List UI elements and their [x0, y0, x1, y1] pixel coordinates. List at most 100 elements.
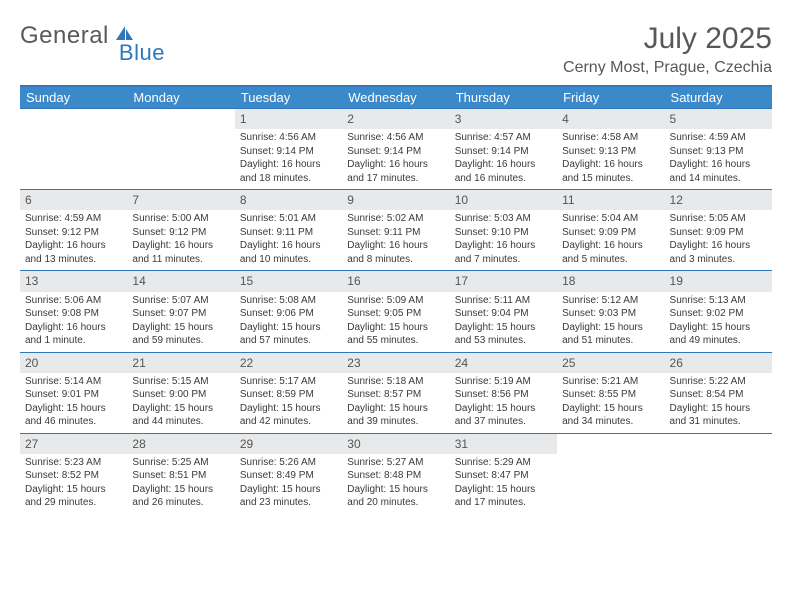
calendar-day-cell: [127, 109, 234, 190]
calendar-day-cell: 14Sunrise: 5:07 AMSunset: 9:07 PMDayligh…: [127, 271, 234, 352]
calendar-day-cell: 7Sunrise: 5:00 AMSunset: 9:12 PMDaylight…: [127, 190, 234, 271]
day-details: Sunrise: 4:56 AMSunset: 9:14 PMDaylight:…: [235, 129, 342, 189]
day-details: Sunrise: 4:57 AMSunset: 9:14 PMDaylight:…: [450, 129, 557, 189]
day-number: 30: [342, 434, 449, 454]
day-number: 14: [127, 271, 234, 291]
day-header-row: SundayMondayTuesdayWednesdayThursdayFrid…: [20, 86, 772, 109]
calendar-day-cell: 30Sunrise: 5:27 AMSunset: 8:48 PMDayligh…: [342, 433, 449, 514]
day-details: Sunrise: 5:07 AMSunset: 9:07 PMDaylight:…: [127, 292, 234, 352]
day-details: Sunrise: 5:08 AMSunset: 9:06 PMDaylight:…: [235, 292, 342, 352]
calendar-day-cell: 1Sunrise: 4:56 AMSunset: 9:14 PMDaylight…: [235, 109, 342, 190]
calendar-day-cell: 15Sunrise: 5:08 AMSunset: 9:06 PMDayligh…: [235, 271, 342, 352]
day-details: Sunrise: 5:17 AMSunset: 8:59 PMDaylight:…: [235, 373, 342, 433]
calendar-day-cell: 2Sunrise: 4:56 AMSunset: 9:14 PMDaylight…: [342, 109, 449, 190]
calendar-week-row: 1Sunrise: 4:56 AMSunset: 9:14 PMDaylight…: [20, 109, 772, 190]
calendar-day-cell: 6Sunrise: 4:59 AMSunset: 9:12 PMDaylight…: [20, 190, 127, 271]
calendar-table: SundayMondayTuesdayWednesdayThursdayFrid…: [20, 85, 772, 514]
calendar-day-cell: 17Sunrise: 5:11 AMSunset: 9:04 PMDayligh…: [450, 271, 557, 352]
day-details: Sunrise: 5:05 AMSunset: 9:09 PMDaylight:…: [665, 210, 772, 270]
location-label: Cerny Most, Prague, Czechia: [563, 59, 772, 77]
day-details: Sunrise: 4:59 AMSunset: 9:12 PMDaylight:…: [20, 210, 127, 270]
calendar-day-cell: 12Sunrise: 5:05 AMSunset: 9:09 PMDayligh…: [665, 190, 772, 271]
day-number: 6: [20, 190, 127, 210]
calendar-day-cell: 24Sunrise: 5:19 AMSunset: 8:56 PMDayligh…: [450, 352, 557, 433]
calendar-day-cell: 28Sunrise: 5:25 AMSunset: 8:51 PMDayligh…: [127, 433, 234, 514]
day-details: Sunrise: 5:18 AMSunset: 8:57 PMDaylight:…: [342, 373, 449, 433]
day-header: Sunday: [20, 86, 127, 109]
day-number: 12: [665, 190, 772, 210]
day-details: Sunrise: 5:22 AMSunset: 8:54 PMDaylight:…: [665, 373, 772, 433]
calendar-day-cell: 3Sunrise: 4:57 AMSunset: 9:14 PMDaylight…: [450, 109, 557, 190]
day-details: Sunrise: 5:14 AMSunset: 9:01 PMDaylight:…: [20, 373, 127, 433]
day-number: 19: [665, 271, 772, 291]
day-details: Sunrise: 5:29 AMSunset: 8:47 PMDaylight:…: [450, 454, 557, 514]
day-details: Sunrise: 5:04 AMSunset: 9:09 PMDaylight:…: [557, 210, 664, 270]
day-number: 7: [127, 190, 234, 210]
calendar-day-cell: 23Sunrise: 5:18 AMSunset: 8:57 PMDayligh…: [342, 352, 449, 433]
calendar-day-cell: 4Sunrise: 4:58 AMSunset: 9:13 PMDaylight…: [557, 109, 664, 190]
calendar-day-cell: [20, 109, 127, 190]
day-details: Sunrise: 5:09 AMSunset: 9:05 PMDaylight:…: [342, 292, 449, 352]
day-number: 22: [235, 353, 342, 373]
day-number: 29: [235, 434, 342, 454]
calendar-week-row: 13Sunrise: 5:06 AMSunset: 9:08 PMDayligh…: [20, 271, 772, 352]
page-header: General Blue July 2025 Cerny Most, Pragu…: [20, 22, 772, 77]
calendar-body: 1Sunrise: 4:56 AMSunset: 9:14 PMDaylight…: [20, 109, 772, 514]
day-number: 26: [665, 353, 772, 373]
day-number: 8: [235, 190, 342, 210]
day-details: Sunrise: 5:15 AMSunset: 9:00 PMDaylight:…: [127, 373, 234, 433]
day-number: 28: [127, 434, 234, 454]
calendar-day-cell: 20Sunrise: 5:14 AMSunset: 9:01 PMDayligh…: [20, 352, 127, 433]
calendar-week-row: 6Sunrise: 4:59 AMSunset: 9:12 PMDaylight…: [20, 190, 772, 271]
day-details: Sunrise: 5:26 AMSunset: 8:49 PMDaylight:…: [235, 454, 342, 514]
calendar-day-cell: 26Sunrise: 5:22 AMSunset: 8:54 PMDayligh…: [665, 352, 772, 433]
day-number: 15: [235, 271, 342, 291]
day-number: 25: [557, 353, 664, 373]
day-number: 9: [342, 190, 449, 210]
day-details: Sunrise: 5:02 AMSunset: 9:11 PMDaylight:…: [342, 210, 449, 270]
day-details: Sunrise: 5:06 AMSunset: 9:08 PMDaylight:…: [20, 292, 127, 352]
day-header: Saturday: [665, 86, 772, 109]
calendar-day-cell: 5Sunrise: 4:59 AMSunset: 9:13 PMDaylight…: [665, 109, 772, 190]
calendar-day-cell: 18Sunrise: 5:12 AMSunset: 9:03 PMDayligh…: [557, 271, 664, 352]
day-number: 5: [665, 109, 772, 129]
calendar-day-cell: 22Sunrise: 5:17 AMSunset: 8:59 PMDayligh…: [235, 352, 342, 433]
calendar-day-cell: [665, 433, 772, 514]
brand-logo: General Blue: [20, 22, 165, 66]
day-header: Thursday: [450, 86, 557, 109]
day-number: 4: [557, 109, 664, 129]
day-details: Sunrise: 5:03 AMSunset: 9:10 PMDaylight:…: [450, 210, 557, 270]
calendar-day-cell: 31Sunrise: 5:29 AMSunset: 8:47 PMDayligh…: [450, 433, 557, 514]
calendar-day-cell: 16Sunrise: 5:09 AMSunset: 9:05 PMDayligh…: [342, 271, 449, 352]
day-details: Sunrise: 4:58 AMSunset: 9:13 PMDaylight:…: [557, 129, 664, 189]
day-details: Sunrise: 4:56 AMSunset: 9:14 PMDaylight:…: [342, 129, 449, 189]
calendar-day-cell: 8Sunrise: 5:01 AMSunset: 9:11 PMDaylight…: [235, 190, 342, 271]
day-details: Sunrise: 5:13 AMSunset: 9:02 PMDaylight:…: [665, 292, 772, 352]
calendar-week-row: 27Sunrise: 5:23 AMSunset: 8:52 PMDayligh…: [20, 433, 772, 514]
day-number: 24: [450, 353, 557, 373]
calendar-day-cell: 10Sunrise: 5:03 AMSunset: 9:10 PMDayligh…: [450, 190, 557, 271]
day-number: 31: [450, 434, 557, 454]
day-details: Sunrise: 5:23 AMSunset: 8:52 PMDaylight:…: [20, 454, 127, 514]
day-number: 21: [127, 353, 234, 373]
day-details: Sunrise: 5:21 AMSunset: 8:55 PMDaylight:…: [557, 373, 664, 433]
day-details: Sunrise: 5:19 AMSunset: 8:56 PMDaylight:…: [450, 373, 557, 433]
day-number: 1: [235, 109, 342, 129]
day-header: Wednesday: [342, 86, 449, 109]
day-number: 2: [342, 109, 449, 129]
day-header: Monday: [127, 86, 234, 109]
day-details: Sunrise: 5:27 AMSunset: 8:48 PMDaylight:…: [342, 454, 449, 514]
day-details: Sunrise: 4:59 AMSunset: 9:13 PMDaylight:…: [665, 129, 772, 189]
day-details: Sunrise: 5:01 AMSunset: 9:11 PMDaylight:…: [235, 210, 342, 270]
day-header: Tuesday: [235, 86, 342, 109]
day-details: Sunrise: 5:00 AMSunset: 9:12 PMDaylight:…: [127, 210, 234, 270]
day-number: 16: [342, 271, 449, 291]
calendar-day-cell: 11Sunrise: 5:04 AMSunset: 9:09 PMDayligh…: [557, 190, 664, 271]
calendar-day-cell: 29Sunrise: 5:26 AMSunset: 8:49 PMDayligh…: [235, 433, 342, 514]
title-block: July 2025 Cerny Most, Prague, Czechia: [563, 22, 772, 77]
day-number: 17: [450, 271, 557, 291]
calendar-day-cell: 19Sunrise: 5:13 AMSunset: 9:02 PMDayligh…: [665, 271, 772, 352]
calendar-day-cell: 25Sunrise: 5:21 AMSunset: 8:55 PMDayligh…: [557, 352, 664, 433]
day-details: Sunrise: 5:12 AMSunset: 9:03 PMDaylight:…: [557, 292, 664, 352]
calendar-day-cell: 21Sunrise: 5:15 AMSunset: 9:00 PMDayligh…: [127, 352, 234, 433]
